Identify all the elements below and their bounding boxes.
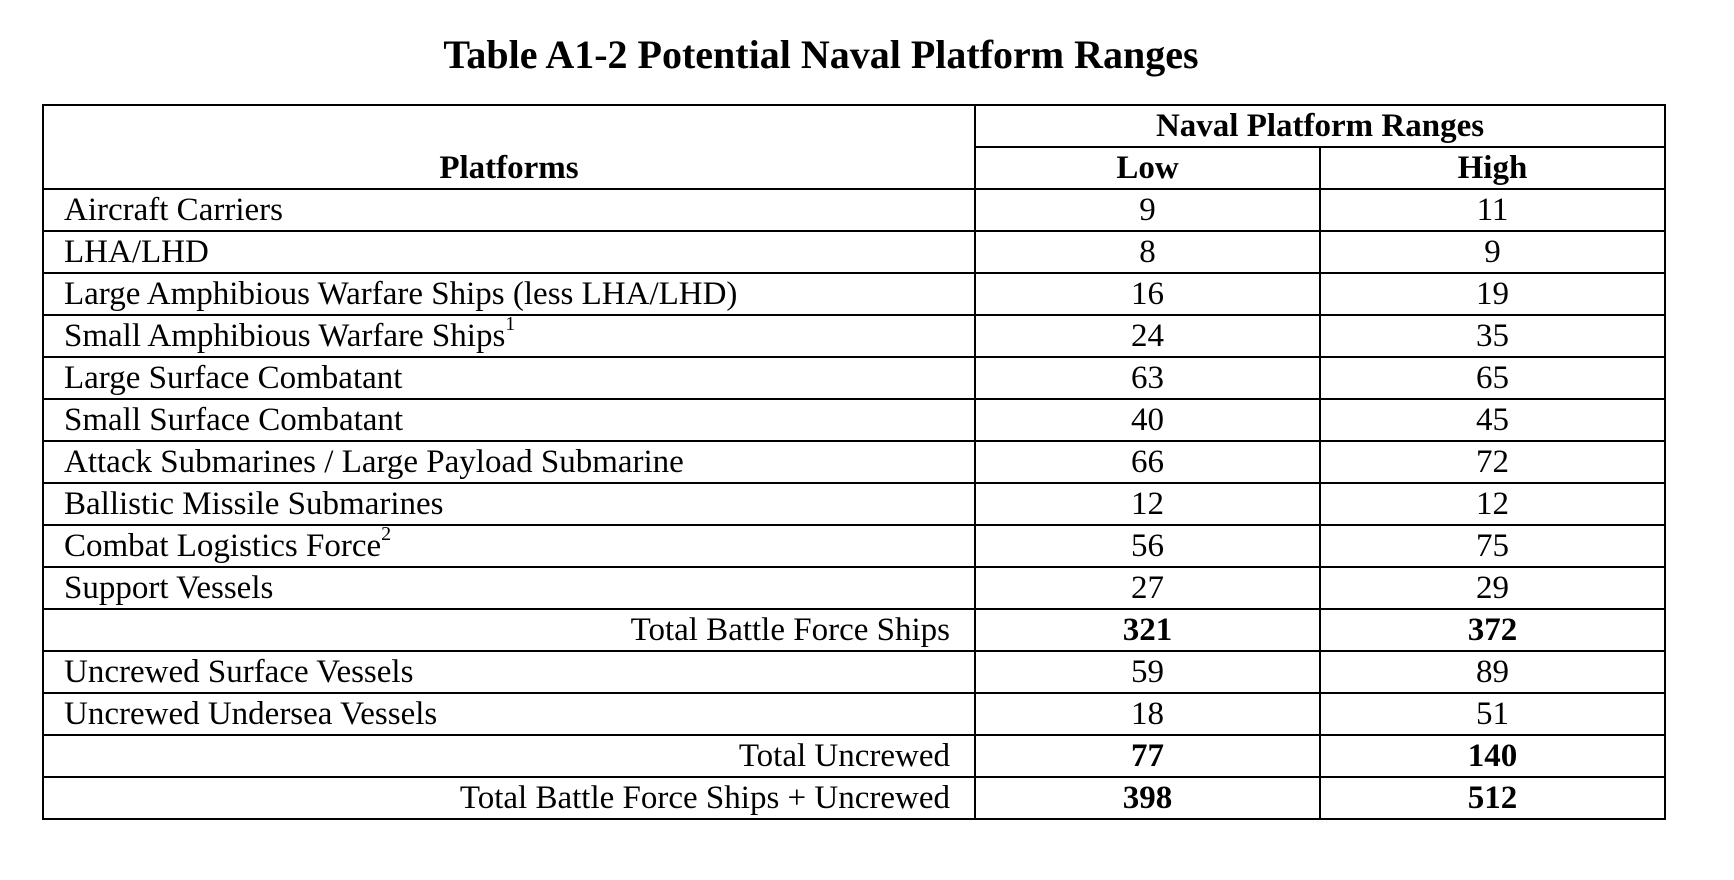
- low-cell: 16: [974, 272, 1321, 316]
- low-cell: 12: [974, 482, 1321, 526]
- platform-cell: Attack Submarines / Large Payload Submar…: [42, 440, 976, 484]
- column-header-platforms: Platforms: [42, 147, 976, 190]
- high-cell: 75: [1319, 524, 1666, 568]
- table-row: Small Amphibious Warfare Ships1 24 35: [42, 314, 1666, 358]
- total-battle-force-low: 321: [974, 608, 1321, 652]
- platform-cell: Uncrewed Surface Vessels: [42, 650, 976, 694]
- group-header-naval-platform-ranges: Naval Platform Ranges: [974, 104, 1666, 148]
- table-title: Table A1-2 Potential Naval Platform Rang…: [443, 32, 1199, 77]
- low-cell: 40: [974, 398, 1321, 442]
- table-row: Uncrewed Undersea Vessels 18 51: [42, 692, 1666, 736]
- high-cell: 51: [1319, 692, 1666, 736]
- platform-name: LHA/LHD: [64, 234, 209, 270]
- low-cell: 63: [974, 356, 1321, 400]
- platform-name: Large Surface Combatant: [64, 360, 403, 396]
- total-battle-force-label: Total Battle Force Ships: [42, 608, 976, 652]
- platform-name: Aircraft Carriers: [64, 192, 283, 228]
- table-row: LHA/LHD 8 9: [42, 230, 1666, 274]
- total-uncrewed-label: Total Uncrewed: [42, 734, 976, 778]
- high-cell: 19: [1319, 272, 1666, 316]
- platform-cell: Large Surface Combatant: [42, 356, 976, 400]
- high-cell: 65: [1319, 356, 1666, 400]
- high-cell: 35: [1319, 314, 1666, 358]
- low-cell: 59: [974, 650, 1321, 694]
- table-row: Large Amphibious Warfare Ships (less LHA…: [42, 272, 1666, 316]
- naval-platform-ranges-table: Naval Platform Ranges Platforms Low High…: [42, 104, 1666, 820]
- footnote-marker: 1: [505, 315, 516, 335]
- total-uncrewed-low: 77: [974, 734, 1321, 778]
- platform-name: Ballistic Missile Submarines: [64, 486, 444, 522]
- platform-cell: Small Amphibious Warfare Ships1: [42, 314, 976, 358]
- platform-name: Attack Submarines / Large Payload Submar…: [64, 444, 684, 480]
- table-row: Aircraft Carriers 9 11: [42, 188, 1666, 232]
- platform-name: Uncrewed Surface Vessels: [64, 654, 414, 690]
- table-row: Combat Logistics Force2 56 75: [42, 524, 1666, 568]
- low-cell: 66: [974, 440, 1321, 484]
- platform-name: Uncrewed Undersea Vessels: [64, 696, 438, 732]
- platform-cell: Combat Logistics Force2: [42, 524, 976, 568]
- low-cell: 56: [974, 524, 1321, 568]
- platform-name: Small Surface Combatant: [64, 402, 404, 438]
- column-header-low: Low: [974, 146, 1321, 190]
- low-cell: 9: [974, 188, 1321, 232]
- header-row-group: Naval Platform Ranges: [42, 104, 1666, 148]
- platform-name: Large Amphibious Warfare Ships (less LHA…: [64, 276, 738, 312]
- total-battle-force-high: 372: [1319, 608, 1666, 652]
- high-cell: 11: [1319, 188, 1666, 232]
- header-row-columns: Platforms Low High: [42, 146, 1666, 190]
- total-uncrewed-high: 140: [1319, 734, 1666, 778]
- grand-total-row: Total Battle Force Ships + Uncrewed 398 …: [42, 776, 1666, 820]
- platform-name: Support Vessels: [64, 570, 274, 606]
- high-cell: 29: [1319, 566, 1666, 610]
- total-uncrewed-row: Total Uncrewed 77 140: [42, 734, 1666, 778]
- grand-total-high: 512: [1319, 776, 1666, 820]
- table-row: Small Surface Combatant 40 45: [42, 398, 1666, 442]
- platforms-header-spacer: [42, 104, 976, 147]
- low-cell: 18: [974, 692, 1321, 736]
- table-row: Attack Submarines / Large Payload Submar…: [42, 440, 1666, 484]
- high-cell: 45: [1319, 398, 1666, 442]
- high-cell: 89: [1319, 650, 1666, 694]
- table-row: Support Vessels 27 29: [42, 566, 1666, 610]
- platform-cell: Uncrewed Undersea Vessels: [42, 692, 976, 736]
- platform-cell: Support Vessels: [42, 566, 976, 610]
- platform-name: Small Amphibious Warfare Ships: [64, 318, 506, 354]
- total-battle-force-row: Total Battle Force Ships 321 372: [42, 608, 1666, 652]
- high-cell: 12: [1319, 482, 1666, 526]
- table-row: Large Surface Combatant 63 65: [42, 356, 1666, 400]
- platform-cell: Large Amphibious Warfare Ships (less LHA…: [42, 272, 976, 316]
- platform-cell: Aircraft Carriers: [42, 188, 976, 232]
- low-cell: 8: [974, 230, 1321, 274]
- platform-cell: LHA/LHD: [42, 230, 976, 274]
- platform-name: Combat Logistics Force: [64, 528, 382, 564]
- grand-total-label: Total Battle Force Ships + Uncrewed: [42, 776, 976, 820]
- table-row: Uncrewed Surface Vessels 59 89: [42, 650, 1666, 694]
- grand-total-low: 398: [974, 776, 1321, 820]
- footnote-marker: 2: [381, 525, 392, 545]
- table-row: Ballistic Missile Submarines 12 12: [42, 482, 1666, 526]
- high-cell: 72: [1319, 440, 1666, 484]
- low-cell: 27: [974, 566, 1321, 610]
- platform-cell: Small Surface Combatant: [42, 398, 976, 442]
- column-header-high: High: [1319, 146, 1666, 190]
- platform-cell: Ballistic Missile Submarines: [42, 482, 976, 526]
- low-cell: 24: [974, 314, 1321, 358]
- high-cell: 9: [1319, 230, 1666, 274]
